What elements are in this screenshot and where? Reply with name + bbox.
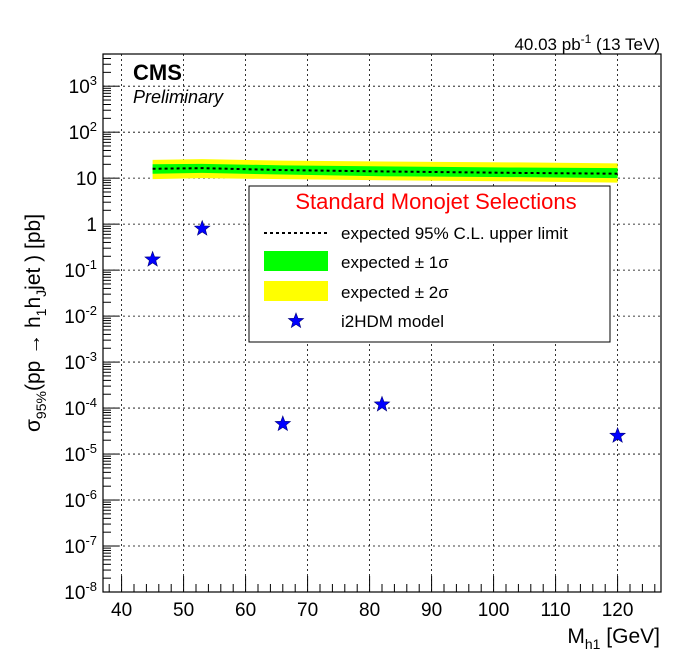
x-tick-label: 70 (297, 600, 318, 621)
lumi-energy: (13 TeV) (591, 35, 660, 54)
y-title-h1-sub: 1 (33, 308, 49, 316)
uncertainty-bands (152, 159, 618, 183)
axis-ticks (103, 53, 656, 593)
model-points-series (144, 219, 627, 443)
lumi-exponent: -1 (581, 32, 592, 46)
x-title-main: M (567, 625, 585, 648)
y-tick-label: 10-4 (64, 395, 97, 420)
y-tick-label: 102 (69, 119, 97, 144)
plot-frame (102, 53, 662, 593)
model-point (373, 395, 391, 412)
legend-swatch-2sigma (264, 281, 328, 301)
x-tick-label: 120 (602, 600, 634, 621)
cms-label: CMS (133, 60, 182, 85)
model-point (274, 415, 292, 432)
y-tick-label: 10-8 (64, 579, 97, 604)
y-title-sigma: σ (22, 419, 45, 432)
x-title-unit: [GeV] (600, 625, 660, 648)
preliminary-label: Preliminary (133, 87, 224, 107)
y-title-close: jet ) [pb] (22, 214, 45, 291)
y-tick-label: 10-1 (64, 257, 97, 282)
y-title-h: h (22, 297, 45, 309)
y-title-sigma-sub: 95% (33, 391, 49, 419)
x-tick-label: 110 (540, 600, 570, 621)
y-tick-label: 10-2 (64, 303, 97, 328)
y-tick-label: 1 (86, 215, 97, 236)
y-tick-label: 10-5 (64, 441, 97, 466)
model-point (193, 219, 211, 236)
y-title-open: (pp → h (22, 316, 45, 391)
x-tick-label: 100 (478, 600, 510, 621)
legend-title: Standard Monojet Selections (295, 189, 576, 214)
luminosity-label: 40.03 pb-1 (13 TeV) (514, 32, 660, 54)
x-title-sub: h1 (585, 636, 601, 652)
y-tick-label: 10 (76, 169, 97, 190)
x-tick-labels: 40 50 60 70 80 90 100 110 120 (111, 600, 633, 621)
y-title-hJ-sub: J (33, 290, 49, 297)
model-point (609, 426, 627, 443)
x-tick-label: 80 (359, 600, 380, 621)
legend-entry-1sigma: expected ± 1σ (341, 253, 449, 272)
x-axis-title: Mh1 [GeV] (567, 625, 660, 652)
x-tick-label: 90 (421, 600, 442, 621)
legend-swatch-1sigma (264, 251, 328, 271)
legend-entry-expected: expected 95% C.L. upper limit (341, 224, 568, 243)
lumi-value: 40.03 pb (514, 35, 580, 54)
y-tick-label: 10-3 (64, 349, 97, 374)
x-tick-label: 40 (111, 600, 132, 621)
y-tick-labels: 10-8 10-7 10-6 10-5 10-4 10-3 10-2 10-1 1 10 102 10… (64, 73, 97, 604)
y-tick-label: 10-6 (64, 487, 97, 512)
legend: Standard Monojet Selections expected 95%… (248, 185, 611, 343)
legend-swatch-model-marker (287, 312, 305, 329)
y-tick-label: 103 (69, 73, 97, 98)
model-point (144, 250, 162, 267)
y-axis-title: σ95%(pp → h1hJjet ) [pb] (22, 214, 49, 432)
legend-entry-2sigma: expected ± 2σ (341, 283, 449, 302)
band-1sigma (152, 163, 618, 179)
x-tick-label: 50 (173, 600, 194, 621)
x-tick-label: 60 (235, 600, 256, 621)
legend-model-marker (287, 312, 305, 329)
legend-entry-model: i2HDM model (341, 312, 444, 331)
y-tick-label: 10-7 (64, 533, 97, 558)
